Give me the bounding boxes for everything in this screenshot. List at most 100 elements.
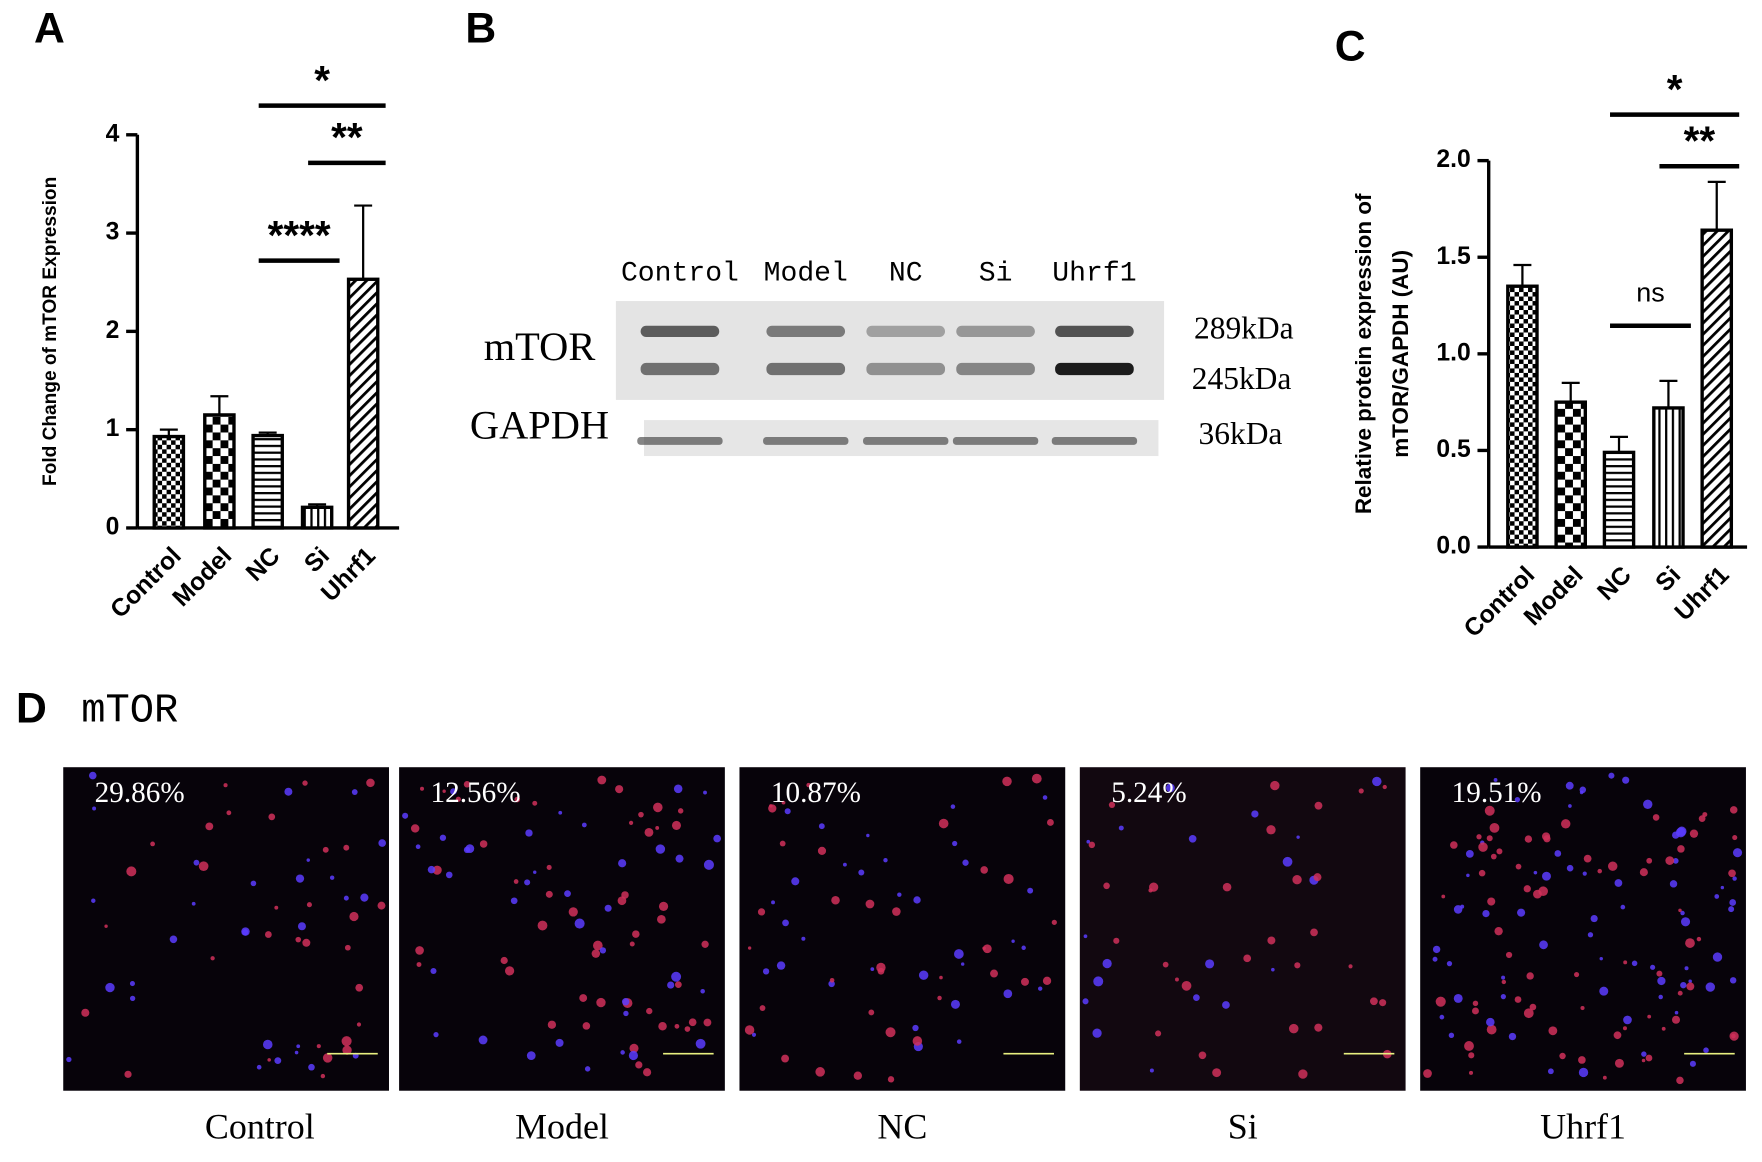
cell [1602, 1075, 1607, 1080]
cell [1088, 841, 1096, 849]
cell [604, 904, 612, 912]
cell [1731, 1033, 1736, 1039]
image-label: Uhrf1 [1540, 1106, 1626, 1146]
cell [1093, 976, 1104, 987]
band [1055, 325, 1134, 337]
cell [1490, 853, 1497, 860]
cell [344, 944, 351, 951]
cell [104, 924, 108, 928]
y-tick-label: 1.0 [1436, 339, 1470, 366]
band [956, 325, 1035, 337]
cell [1580, 1005, 1585, 1011]
x-tick-label: Control [105, 542, 186, 623]
cell [1728, 869, 1736, 878]
cell [703, 859, 714, 870]
cell [1282, 856, 1293, 867]
cell [355, 983, 364, 992]
cell [1031, 773, 1042, 784]
cell [1583, 854, 1592, 863]
cell [322, 1053, 333, 1063]
cell [759, 1005, 766, 1011]
bar [346, 277, 380, 530]
cell [1508, 1032, 1517, 1041]
cell [360, 893, 369, 902]
cell [1175, 977, 1179, 982]
cell [320, 1073, 326, 1079]
cell [1222, 1001, 1230, 1009]
cell [1020, 977, 1029, 986]
cell [1314, 801, 1323, 810]
cell [618, 859, 627, 868]
micrograph [1420, 767, 1746, 1091]
cell [416, 962, 422, 967]
cell [684, 1026, 691, 1032]
cell [781, 800, 786, 805]
cell [868, 1009, 875, 1016]
cell [1310, 928, 1318, 937]
blot-membrane [615, 301, 1165, 400]
cell [1478, 869, 1486, 877]
cell [1597, 868, 1603, 874]
cell [1641, 1058, 1646, 1063]
bar [1602, 450, 1636, 549]
lane-label: Control [621, 258, 739, 289]
cell [1162, 961, 1169, 968]
bar [1652, 406, 1685, 549]
cell [1677, 990, 1683, 996]
cell [1675, 827, 1686, 838]
cell [1379, 999, 1387, 1007]
cell [1639, 868, 1648, 877]
cell [1686, 982, 1695, 991]
cell [960, 962, 965, 966]
cell [306, 858, 310, 862]
image-label: Control [205, 1106, 315, 1146]
cell [653, 802, 663, 813]
cell [1641, 1051, 1647, 1057]
cell [1623, 960, 1628, 965]
cell [1292, 875, 1302, 885]
cell [1614, 1058, 1624, 1068]
cell [274, 905, 279, 910]
cell [671, 971, 682, 982]
cell [1517, 908, 1526, 917]
cell [1298, 1069, 1308, 1079]
y-tick-label: 0.5 [1436, 436, 1471, 463]
cell [295, 936, 302, 943]
cell [1533, 870, 1538, 875]
x-tick-label: NC [241, 542, 285, 586]
cell [1671, 1015, 1681, 1024]
cell [1587, 932, 1594, 938]
cell [897, 892, 902, 897]
cell [1729, 806, 1738, 814]
cell [433, 1032, 439, 1038]
cell [1372, 776, 1382, 787]
cell [939, 975, 943, 980]
cell [1650, 964, 1656, 970]
cell [129, 995, 136, 1002]
cell [866, 833, 870, 838]
cell [831, 895, 840, 905]
cell [703, 790, 707, 795]
cell [1476, 834, 1482, 840]
cell [268, 813, 276, 821]
cell [771, 900, 775, 905]
lane-label: NC [889, 258, 923, 289]
bar [1506, 284, 1539, 549]
cell [568, 907, 578, 917]
cell [952, 840, 958, 847]
cell [1102, 958, 1112, 969]
cell [463, 781, 471, 788]
cell [655, 826, 660, 830]
cell [1042, 795, 1048, 800]
cell [1441, 894, 1446, 899]
image-label: NC [877, 1106, 927, 1146]
cell [744, 1025, 755, 1035]
x-tick-label: Uhrf1 [1670, 561, 1735, 626]
cell [1652, 814, 1660, 821]
cell [574, 918, 585, 929]
cell [91, 898, 96, 903]
cell [1270, 780, 1280, 791]
cell [876, 962, 886, 973]
cell [1370, 997, 1378, 1006]
